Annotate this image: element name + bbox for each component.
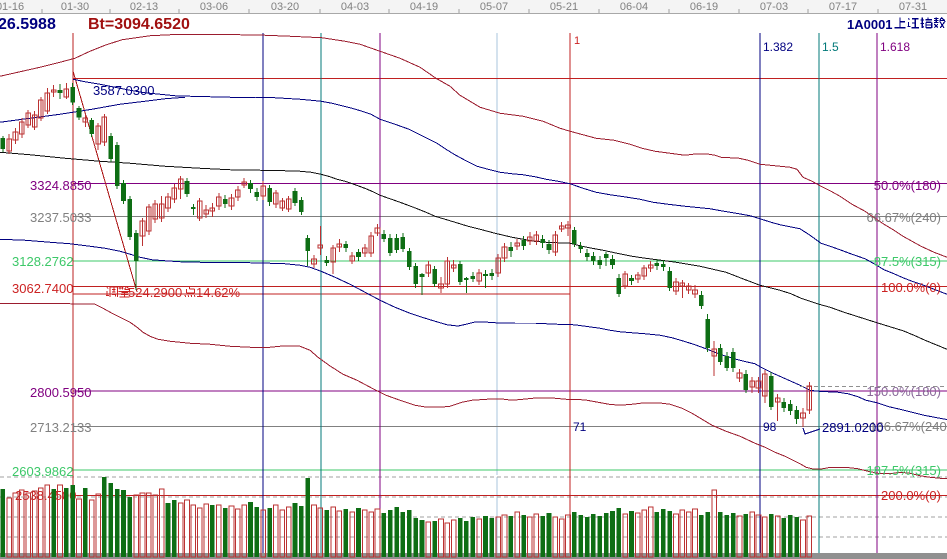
svg-text:3587.0300: 3587.0300	[93, 83, 154, 98]
svg-text:01-16: 01-16	[0, 1, 24, 13]
svg-text:14.62%: 14.62%	[196, 285, 241, 300]
svg-text:05-21: 05-21	[550, 1, 578, 13]
svg-text:07-17: 07-17	[829, 1, 857, 13]
svg-text:01-30: 01-30	[61, 1, 89, 13]
svg-text:1A0001: 1A0001	[847, 17, 893, 32]
svg-text:524.2900: 524.2900	[128, 285, 182, 300]
svg-text:26.5988: 26.5988	[0, 16, 56, 33]
svg-text:200.0%(0): 200.0%(0)	[881, 488, 941, 503]
svg-text:02-13: 02-13	[130, 1, 158, 13]
svg-text:1.382: 1.382	[763, 40, 793, 54]
svg-text:2800.5950: 2800.5950	[30, 385, 91, 400]
svg-text:03-20: 03-20	[271, 1, 299, 13]
svg-text:2891.0200: 2891.0200	[822, 420, 883, 435]
svg-text:187.5%(315): 187.5%(315)	[867, 463, 941, 478]
svg-text:3324.8850: 3324.8850	[30, 178, 91, 193]
svg-text:3237.5033: 3237.5033	[30, 210, 91, 225]
svg-text:150.0%(180): 150.0%(180)	[867, 384, 941, 399]
svg-text:2713.2133: 2713.2133	[30, 420, 91, 435]
svg-text:1: 1	[574, 35, 580, 47]
svg-text:07-31: 07-31	[899, 1, 927, 13]
svg-text:06-04: 06-04	[620, 1, 648, 13]
svg-text:05-07: 05-07	[480, 1, 508, 13]
svg-text:66.67%(240): 66.67%(240)	[867, 210, 941, 225]
svg-text:04-03: 04-03	[341, 1, 369, 13]
svg-text:50.0%(180): 50.0%(180)	[874, 178, 941, 193]
svg-text:3062.7400: 3062.7400	[12, 281, 73, 296]
svg-text:98: 98	[763, 420, 777, 434]
svg-text:Bt=3094.6520: Bt=3094.6520	[88, 16, 190, 33]
svg-text:1.5: 1.5	[822, 40, 839, 54]
svg-text:2603.9862: 2603.9862	[12, 464, 73, 479]
svg-text:71: 71	[573, 420, 587, 434]
svg-text:166.67%(240): 166.67%(240)	[869, 419, 947, 434]
svg-text:07-03: 07-03	[760, 1, 788, 13]
svg-text:87.5%(315): 87.5%(315)	[874, 254, 941, 269]
svg-text:100.0%(0): 100.0%(0)	[881, 280, 941, 295]
svg-text:3128.2762: 3128.2762	[12, 254, 73, 269]
svg-text:03-06: 03-06	[200, 1, 228, 13]
svg-text:04-19: 04-19	[410, 1, 438, 13]
svg-text:1.618: 1.618	[880, 40, 910, 54]
svg-text:06-19: 06-19	[690, 1, 718, 13]
